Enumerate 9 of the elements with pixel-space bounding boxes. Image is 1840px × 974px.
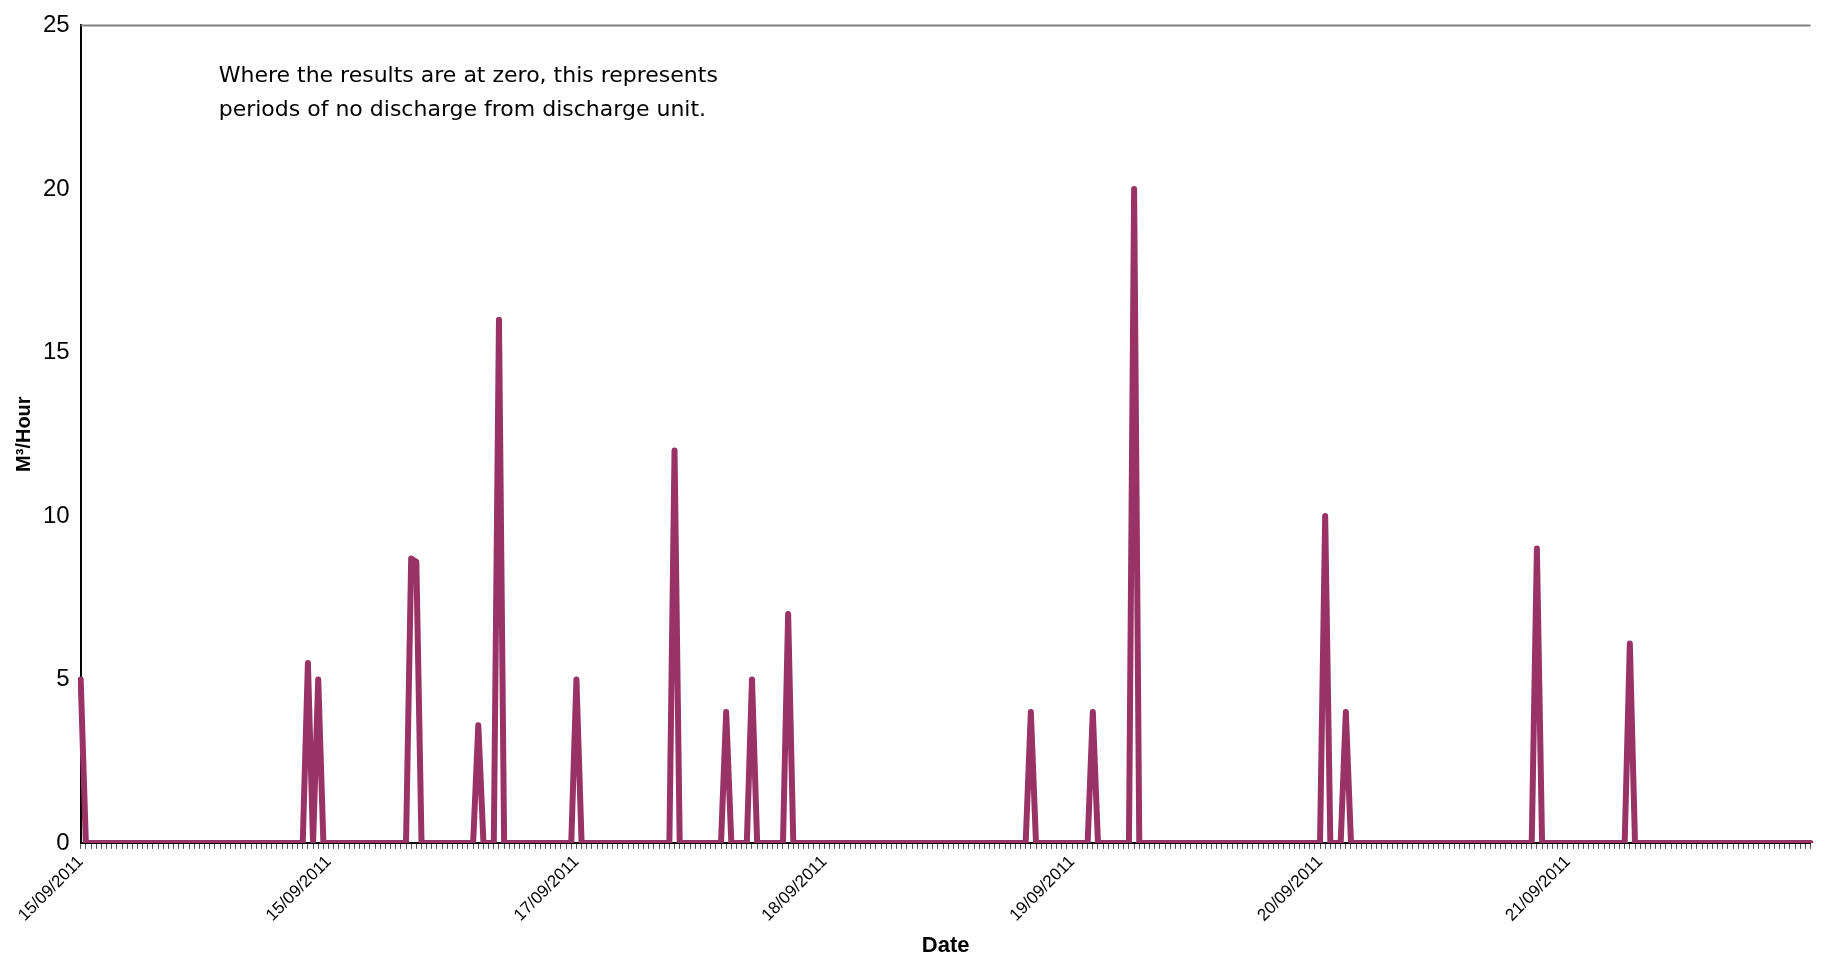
y-axis-title: M³/Hour xyxy=(11,396,34,472)
x-axis-title: Date xyxy=(921,931,970,957)
y-tick-label: 10 xyxy=(42,500,70,528)
y-tick-label: 5 xyxy=(56,664,70,692)
y-tick-label: 25 xyxy=(42,10,70,38)
y-tick-label: 20 xyxy=(42,173,70,201)
annotation: Where the results are at zero, this represents periods of no discharge from discharge unit. xyxy=(218,62,718,122)
y-tick-label: 15 xyxy=(42,337,70,365)
y-tick-label: 0 xyxy=(56,827,70,855)
